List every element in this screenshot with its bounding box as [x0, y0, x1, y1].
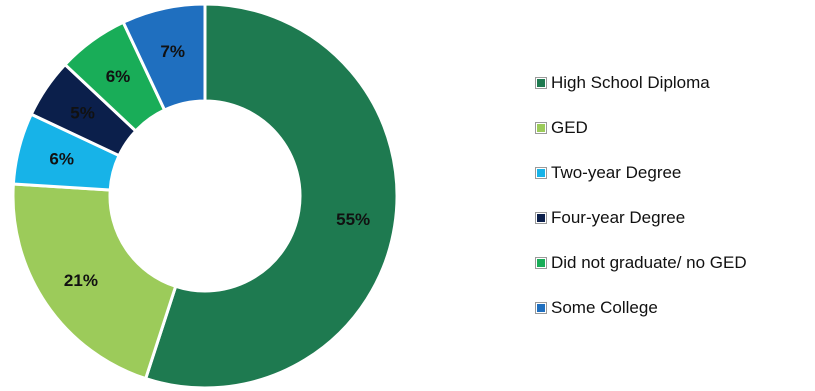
legend-swatch: [535, 167, 547, 179]
chart-legend: High School Diploma GED Two-year Degree Fou…: [535, 72, 747, 342]
legend-item-two-year-degree: Two-year Degree: [535, 162, 747, 184]
data-label-did-not-graduate-no-ged: 6%: [106, 67, 131, 86]
data-label-two-year-degree: 6%: [49, 150, 74, 169]
legend-label: Did not graduate/ no GED: [551, 253, 747, 272]
legend-label: Some College: [551, 298, 658, 317]
legend-swatch: [535, 212, 547, 224]
legend-item-four-year-degree: Four-year Degree: [535, 207, 747, 229]
legend-swatch: [535, 77, 547, 89]
legend-swatch: [535, 257, 547, 269]
legend-item-did-not-graduate-no-ged: Did not graduate/ no GED: [535, 252, 747, 274]
data-label-high-school-diploma: 55%: [336, 210, 370, 229]
legend-label: GED: [551, 118, 588, 137]
legend-label: Four-year Degree: [551, 208, 686, 227]
donut-data-labels: 55% 21% 6% 5% 6% 7%: [49, 42, 370, 290]
data-label-four-year-degree: 5%: [70, 103, 95, 122]
legend-item-ged: GED: [535, 117, 747, 139]
slice-some-college: [121, 2, 207, 113]
donut-slices: [11, 2, 399, 390]
slice-high-school-diploma: [143, 2, 399, 390]
legend-label: High School Diploma: [551, 73, 710, 92]
data-label-some-college: 7%: [160, 42, 185, 61]
legend-item-some-college: Some College: [535, 297, 747, 319]
data-label-ged: 21%: [64, 271, 98, 290]
legend-item-high-school-diploma: High School Diploma: [535, 72, 747, 94]
legend-swatch: [535, 302, 547, 314]
legend-swatch: [535, 122, 547, 134]
slice-ged: [11, 182, 178, 381]
legend-label: Two-year Degree: [551, 163, 682, 182]
